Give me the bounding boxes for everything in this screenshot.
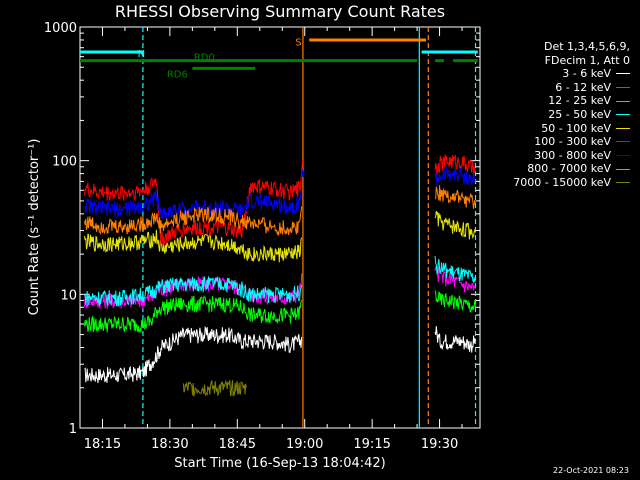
x-tick-label: 19:15 — [353, 437, 390, 452]
series-7 — [84, 185, 476, 236]
series-2 — [84, 290, 476, 333]
legend-header-line: FDecim 1, Att 0 — [544, 53, 630, 67]
series-line — [434, 290, 476, 313]
series-line — [434, 255, 476, 284]
x-tick-label: 19:30 — [421, 437, 458, 452]
legend-entry: 6 - 12 keV — [486, 81, 630, 95]
y-tick-label: 100 — [52, 155, 77, 170]
legend-entry: 100 - 300 keV — [486, 135, 630, 149]
series-line — [84, 229, 303, 263]
legend-entry: 25 - 50 keV — [486, 108, 630, 122]
x-axis-label: Start Time (16-Sep-13 18:04:42) — [174, 456, 385, 471]
x-tick-label: 18:15 — [84, 437, 121, 452]
series-4 — [84, 210, 476, 263]
legend-label: 7000 - 15000 keV — [513, 175, 611, 189]
annotation-rd0: RD0 — [194, 53, 215, 64]
legend-swatch — [616, 168, 630, 170]
legend-entries: 3 - 6 keV 6 - 12 keV 12 - 25 keV 25 - 50 ke… — [486, 67, 630, 189]
x-tick-label: 19:00 — [286, 437, 323, 452]
legend-swatch — [616, 127, 630, 129]
series-line — [182, 379, 247, 397]
legend-label: 100 - 300 keV — [534, 135, 611, 149]
legend-swatch — [616, 182, 630, 184]
legend-entry: 7000 - 15000 keV — [486, 176, 630, 190]
x-tick-label: 18:30 — [151, 437, 188, 452]
legend-entry: 50 - 100 keV — [486, 122, 630, 136]
series-line — [84, 295, 303, 333]
series-8 — [182, 379, 247, 397]
legend-label: 12 - 25 keV — [548, 94, 611, 108]
generation-timestamp: 22-Oct-2021 08:23 — [553, 466, 629, 475]
plot-frame — [79, 26, 481, 429]
series-line — [84, 275, 303, 307]
legend-entry: 300 - 800 keV — [486, 149, 630, 163]
legend-swatch — [616, 87, 630, 89]
legend-entry: 3 - 6 keV — [486, 67, 630, 81]
series-line — [434, 154, 476, 176]
legend: Det 1,3,4,5,6,9, FDecim 1, Att 0 3 - 6 k… — [486, 40, 630, 190]
legend-swatch — [616, 141, 630, 143]
y-tick-label: 1 — [69, 422, 77, 437]
x-tick-label: 18:45 — [219, 437, 256, 452]
legend-label: 300 - 800 keV — [534, 148, 611, 162]
y-tick-label: 10 — [60, 288, 77, 303]
legend-swatch — [616, 114, 630, 116]
annotation-rd6: RD6 — [167, 69, 188, 80]
legend-swatch — [616, 73, 630, 75]
y-axis-label: Count Rate (s⁻¹ detector⁻¹) — [27, 139, 42, 316]
plot-area: 1 10 100 1000 18:15 18:30 18:45 19:00 19:15 19:30… — [44, 21, 481, 452]
annotation-s: S — [295, 37, 301, 48]
series-3 — [84, 255, 476, 307]
series-line — [84, 206, 303, 236]
legend-label: 6 - 12 keV — [555, 80, 611, 94]
legend-entry: 12 - 25 keV — [486, 94, 630, 108]
legend-label: 25 - 50 keV — [548, 107, 611, 121]
series-line — [84, 169, 305, 221]
legend-label: 3 - 6 keV — [562, 67, 611, 81]
legend-label: 800 - 7000 keV — [527, 162, 611, 176]
series-line — [434, 326, 476, 353]
series-0 — [84, 325, 476, 384]
legend-swatch — [616, 100, 630, 102]
series-line — [434, 210, 476, 240]
legend-swatch — [616, 155, 630, 157]
annotation-n: N — [138, 49, 145, 60]
series-line — [434, 185, 476, 209]
series-6 — [84, 166, 476, 221]
series-line — [84, 325, 303, 384]
legend-label: 50 - 100 keV — [541, 121, 611, 135]
series-line — [434, 265, 476, 293]
y-tick-label: 1000 — [44, 21, 77, 36]
chart-title: RHESSI Observing Summary Count Rates — [115, 2, 445, 21]
legend-header-line: Det 1,3,4,5,6,9, — [543, 40, 630, 53]
legend-entry: 800 - 7000 keV — [486, 162, 630, 176]
series-line — [434, 166, 476, 187]
